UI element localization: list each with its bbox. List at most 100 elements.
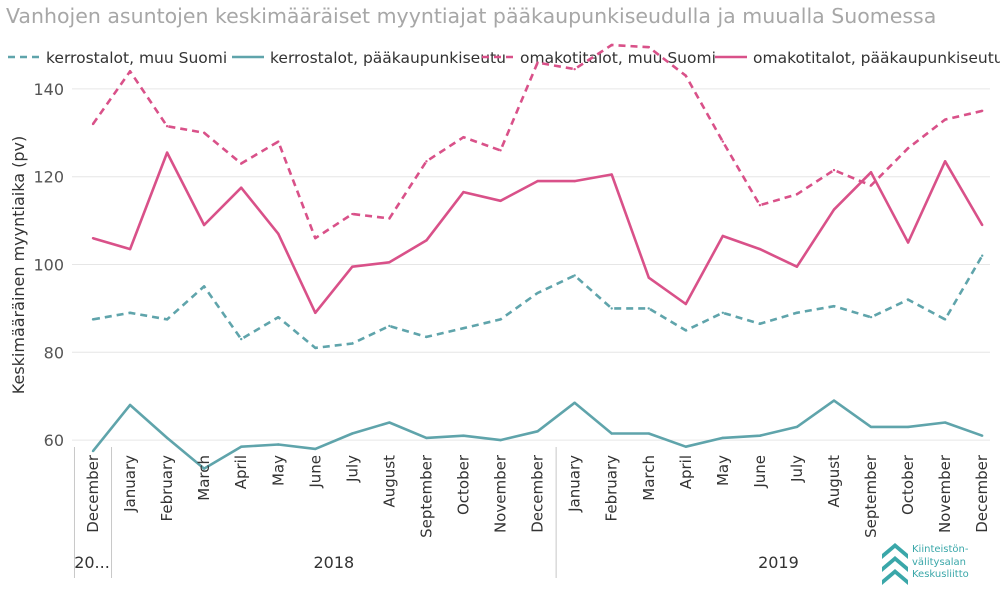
data-point	[240, 445, 243, 448]
data-point	[758, 204, 762, 207]
data-point	[91, 318, 95, 321]
data-point	[240, 162, 243, 165]
data-point	[647, 45, 650, 49]
data-point	[610, 307, 613, 310]
gridlines	[72, 88, 990, 441]
data-point	[202, 467, 206, 470]
data-point	[573, 179, 576, 183]
x-tick-label: December	[84, 454, 102, 533]
data-point	[573, 401, 576, 404]
data-point	[758, 434, 762, 437]
data-point	[425, 436, 428, 440]
chevron-up-logo-icon	[882, 543, 908, 585]
data-point	[943, 118, 947, 121]
x-tick-label: June	[306, 455, 324, 489]
x-tick-label: August	[380, 455, 398, 508]
data-point	[906, 425, 910, 429]
data-point	[314, 311, 317, 314]
data-point	[536, 430, 539, 433]
legend: kerrostalot, muu Suomi kerrostalot, pääka…	[8, 49, 1000, 67]
data-point	[906, 241, 910, 244]
logo-line: Keskusliitto	[912, 569, 969, 580]
data-point	[684, 74, 687, 77]
data-point	[832, 399, 836, 402]
y-tick-label: 60	[44, 431, 64, 450]
data-point	[128, 70, 132, 73]
data-point	[388, 324, 391, 328]
data-point	[240, 186, 243, 189]
x-tick-label: January	[566, 455, 584, 513]
data-point	[165, 318, 169, 321]
x-tick-label: July	[343, 455, 361, 483]
data-point	[981, 109, 984, 113]
x-tick-label: March	[195, 455, 213, 501]
data-point	[462, 190, 465, 194]
y-tick-label: 100	[33, 256, 64, 275]
data-point	[425, 160, 428, 163]
y-tick-label: 140	[33, 80, 64, 99]
data-point	[721, 436, 725, 440]
data-point	[128, 403, 132, 407]
legend-label: kerrostalot, muu Suomi	[46, 49, 227, 67]
data-point	[425, 239, 428, 242]
data-point	[314, 346, 317, 350]
data-point	[573, 274, 576, 277]
year-label: 2019	[758, 553, 799, 572]
data-point	[388, 261, 391, 264]
year-label: 20...	[74, 553, 110, 572]
data-point	[721, 234, 725, 238]
data-point	[536, 61, 539, 64]
data-point	[684, 302, 687, 306]
data-point	[981, 434, 984, 437]
x-axis: December January February March April May June…	[73, 447, 991, 578]
data-point	[202, 285, 206, 288]
data-point	[647, 276, 650, 279]
chart-title: Vanhojen asuntojen keskimääräiset myynti…	[6, 4, 937, 28]
x-tick-label: December	[973, 454, 991, 533]
data-point	[462, 434, 465, 437]
data-point	[462, 326, 465, 330]
data-point	[610, 43, 613, 47]
data-point	[795, 193, 799, 196]
x-tick-label: September	[862, 454, 880, 538]
data-point	[869, 425, 873, 429]
data-point	[832, 168, 836, 172]
data-point	[499, 438, 502, 442]
logo-line: Kiinteistön-	[912, 544, 969, 555]
data-point	[351, 432, 354, 435]
x-tick-label: February	[603, 455, 621, 522]
year-label: 2018	[313, 553, 354, 572]
data-point	[388, 217, 391, 220]
data-point	[351, 265, 354, 268]
y-axis-ticks: 60 80 100 120 140	[33, 80, 64, 450]
x-tick-label: April	[232, 455, 250, 489]
x-tick-label: April	[677, 455, 695, 489]
data-point	[202, 131, 206, 134]
x-tick-label: May	[714, 455, 732, 486]
data-point	[462, 135, 465, 139]
data-point	[758, 322, 762, 325]
series-line	[91, 43, 983, 240]
x-tick-label: November	[936, 454, 954, 533]
data-point	[869, 184, 873, 187]
data-point	[943, 160, 947, 163]
y-tick-label: 80	[44, 343, 64, 362]
data-point	[869, 171, 873, 174]
series-lines	[91, 43, 984, 470]
data-point	[795, 425, 799, 429]
data-point	[906, 146, 910, 150]
legend-label: omakotitalot, muu Suomi	[520, 49, 716, 67]
x-tick-label: December	[529, 454, 547, 533]
x-tick-label: September	[417, 454, 435, 538]
y-tick-label: 120	[33, 168, 64, 187]
x-tick-label: November	[492, 454, 510, 533]
y-axis-label: Keskimääräinen myyntiaika (pv)	[9, 136, 28, 394]
series-line	[92, 255, 984, 350]
data-point	[91, 236, 95, 240]
data-point	[758, 247, 762, 251]
data-point	[128, 247, 132, 251]
data-point	[351, 212, 354, 216]
data-point	[165, 125, 169, 128]
data-point	[981, 223, 984, 227]
